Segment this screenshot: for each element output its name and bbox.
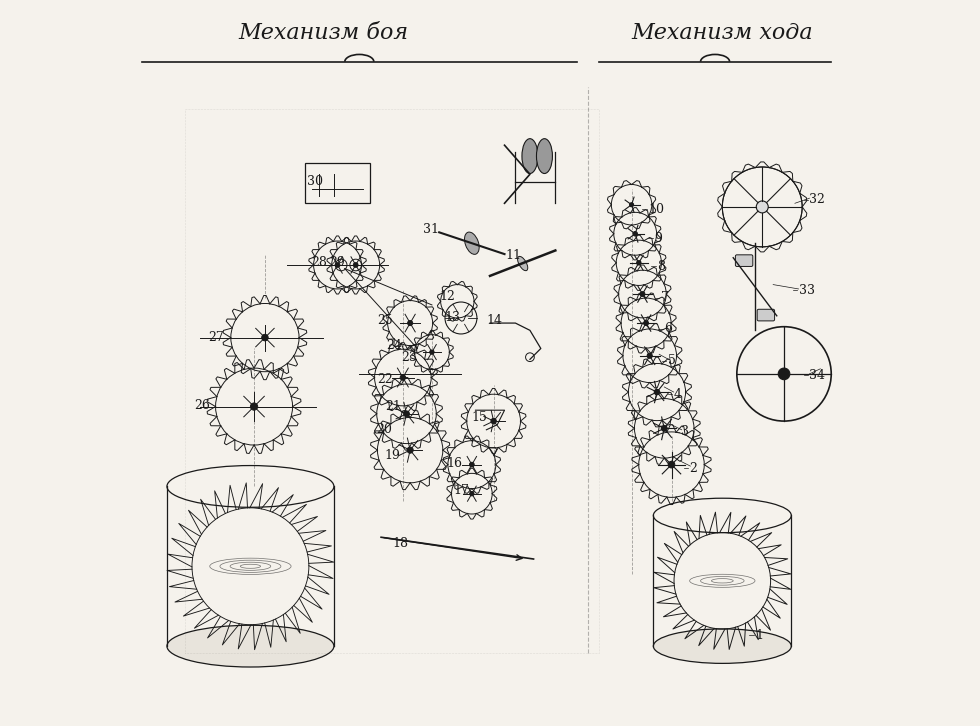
FancyBboxPatch shape — [758, 309, 774, 321]
Text: 21: 21 — [385, 400, 402, 413]
Text: 27: 27 — [209, 331, 224, 344]
Ellipse shape — [522, 139, 538, 174]
Circle shape — [629, 203, 633, 207]
Text: 24: 24 — [386, 339, 402, 352]
Circle shape — [655, 389, 660, 395]
Text: Механизм боя: Механизм боя — [238, 22, 408, 44]
Circle shape — [430, 350, 434, 354]
Text: Механизм хода: Механизм хода — [631, 22, 813, 44]
Text: 20: 20 — [376, 423, 392, 436]
Ellipse shape — [536, 139, 553, 174]
Text: 11: 11 — [506, 249, 521, 262]
Text: 1: 1 — [755, 629, 763, 642]
Text: 34: 34 — [809, 369, 825, 382]
Text: 4: 4 — [673, 388, 682, 401]
Text: 30: 30 — [307, 175, 323, 188]
Text: 9: 9 — [654, 232, 662, 245]
Circle shape — [491, 418, 496, 424]
Text: 18: 18 — [392, 537, 408, 550]
Ellipse shape — [654, 629, 791, 664]
Text: 2: 2 — [690, 462, 698, 475]
Circle shape — [335, 263, 340, 267]
Text: 13: 13 — [444, 311, 461, 325]
Text: 29: 29 — [329, 256, 345, 269]
Circle shape — [647, 354, 653, 358]
Text: 22: 22 — [377, 373, 393, 386]
Circle shape — [778, 368, 790, 380]
Circle shape — [251, 403, 258, 410]
Text: 25: 25 — [377, 314, 393, 327]
Text: 14: 14 — [486, 314, 503, 327]
Circle shape — [633, 232, 637, 236]
Circle shape — [408, 320, 413, 325]
Circle shape — [757, 201, 768, 213]
FancyBboxPatch shape — [735, 255, 753, 266]
Text: 26: 26 — [194, 399, 211, 412]
Circle shape — [407, 447, 414, 453]
Circle shape — [644, 321, 649, 325]
Text: 6: 6 — [664, 322, 672, 335]
Text: 28: 28 — [312, 256, 327, 269]
Ellipse shape — [167, 625, 334, 667]
Circle shape — [469, 492, 474, 496]
Circle shape — [354, 263, 358, 267]
Circle shape — [637, 261, 641, 265]
Text: 33: 33 — [799, 284, 814, 297]
Circle shape — [662, 425, 667, 431]
Ellipse shape — [465, 232, 479, 254]
Text: 8: 8 — [657, 260, 665, 273]
Text: 15: 15 — [471, 411, 488, 424]
Circle shape — [668, 462, 675, 468]
Bar — [305, 163, 370, 203]
Circle shape — [400, 375, 406, 380]
Text: 16: 16 — [447, 457, 463, 470]
Ellipse shape — [517, 256, 528, 271]
Text: 32: 32 — [809, 193, 825, 206]
Circle shape — [262, 334, 269, 340]
Text: 17: 17 — [454, 484, 469, 497]
Text: 19: 19 — [384, 449, 400, 462]
Circle shape — [469, 462, 474, 467]
Text: 12: 12 — [439, 290, 455, 303]
Circle shape — [640, 292, 645, 296]
Text: 7: 7 — [661, 291, 668, 304]
Text: 10: 10 — [648, 203, 664, 216]
Text: 23: 23 — [401, 351, 416, 364]
Circle shape — [404, 411, 410, 417]
Text: 31: 31 — [423, 223, 439, 236]
Text: 3: 3 — [681, 425, 689, 439]
Text: 5: 5 — [667, 354, 676, 367]
